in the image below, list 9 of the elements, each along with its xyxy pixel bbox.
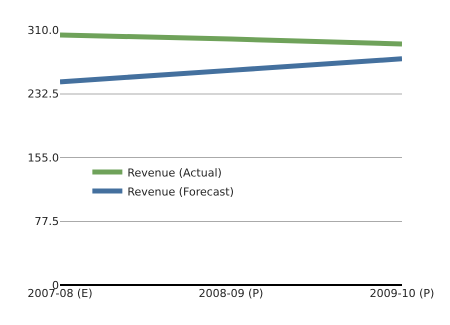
y-tick-label: 310.0 (28, 24, 59, 37)
x-tick-label: 2009-10 (P) (370, 287, 434, 300)
x-tick-label: 2008-09 (P) (198, 287, 264, 300)
y-tick-label: 232.5 (28, 88, 59, 101)
legend-label: Revenue (Actual) (127, 166, 222, 180)
y-tick-label: 155.0 (28, 151, 59, 164)
y-tick-label: 77.5 (34, 215, 59, 228)
legend-label: Revenue (Forecast) (127, 185, 234, 198)
x-tick-label: 2007-08 (E) (28, 287, 92, 300)
